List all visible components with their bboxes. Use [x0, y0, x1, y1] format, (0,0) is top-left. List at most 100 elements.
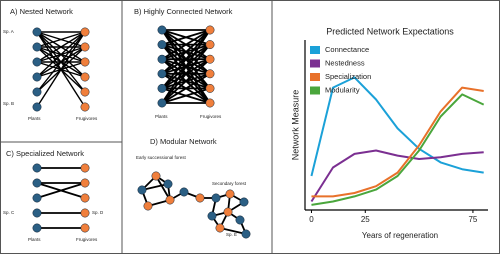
frugivore-node	[80, 102, 90, 112]
frugivore-node	[80, 57, 90, 67]
networks	[32, 25, 251, 239]
panel-title: A) Nested Network	[10, 7, 73, 16]
frugivore-node	[80, 208, 90, 218]
legend-label: Specialization	[325, 72, 371, 81]
frugivore-node	[205, 54, 215, 64]
node	[223, 207, 233, 217]
frugivore-node	[80, 193, 90, 203]
plant-node	[32, 57, 42, 67]
frugivore-node	[80, 72, 90, 82]
series-line	[311, 93, 485, 206]
frugivore-node	[80, 178, 90, 188]
plant-node	[32, 223, 42, 233]
panel-title: C) Specialized Network	[6, 149, 84, 158]
edge	[36, 31, 86, 48]
frugivore-node	[80, 223, 90, 233]
legend-label: Connectance	[325, 45, 369, 54]
edge	[161, 29, 211, 60]
plant-node	[32, 102, 42, 112]
edge	[36, 31, 86, 78]
label: Sp. D	[92, 210, 104, 215]
plant-node	[157, 83, 167, 93]
label: Frugivores	[200, 114, 222, 119]
edge	[155, 175, 171, 201]
edge	[161, 87, 211, 104]
label: Plants	[28, 237, 41, 242]
x-tick-label: 0	[309, 215, 314, 224]
chart-title: Predicted Network Expectations	[326, 26, 454, 36]
edge	[36, 31, 86, 93]
series-line	[310, 76, 484, 177]
node	[163, 179, 173, 189]
node	[207, 211, 217, 221]
edge	[161, 44, 211, 104]
node	[179, 187, 189, 197]
label: Frugivores	[76, 116, 98, 121]
node	[137, 185, 147, 195]
edge	[161, 29, 211, 89]
edge	[36, 31, 86, 63]
frugivore-node	[205, 25, 215, 35]
frugivore-node	[80, 163, 90, 173]
plant-node	[32, 163, 42, 173]
node	[215, 223, 225, 233]
node	[235, 215, 245, 225]
legend-label: Modularity	[325, 85, 360, 94]
label: Sp. E	[226, 232, 237, 237]
label: Sp. B	[3, 101, 14, 106]
plant-node	[157, 40, 167, 50]
node	[225, 189, 235, 199]
label: Secondary forest	[212, 181, 247, 186]
x-tick-label: 75	[468, 215, 477, 224]
plant-node	[32, 208, 42, 218]
node	[151, 171, 161, 181]
label: Sp. A	[3, 29, 14, 34]
frugivore-node	[205, 83, 215, 93]
frugivore-node	[205, 98, 215, 108]
series-line	[311, 86, 484, 198]
plant-node	[157, 54, 167, 64]
node	[239, 197, 249, 207]
node	[143, 201, 153, 211]
legend-swatch	[310, 59, 320, 68]
x-tick-label: 25	[361, 215, 370, 224]
label: Plants	[155, 114, 168, 119]
plant-node	[32, 72, 42, 82]
label: Plants	[28, 116, 41, 121]
plant-node	[32, 42, 42, 52]
edge	[161, 73, 211, 104]
series-line	[310, 149, 484, 203]
edge	[161, 29, 211, 46]
legend-swatch	[310, 86, 320, 95]
frugivore-node	[80, 42, 90, 52]
x-axis-label: Years of regeneration	[362, 231, 438, 240]
plant-node	[32, 178, 42, 188]
plant-node	[32, 87, 42, 97]
edge	[161, 29, 211, 104]
edge	[161, 58, 211, 104]
node	[165, 195, 175, 205]
plant-node	[157, 25, 167, 35]
label: Frugivores	[76, 237, 98, 242]
legend-swatch	[310, 73, 320, 81]
plant-node	[32, 193, 42, 203]
node	[241, 229, 251, 239]
frugivore-node	[205, 69, 215, 79]
edge	[36, 182, 86, 199]
plant-node	[32, 27, 42, 37]
panel-title: D) Modular Network	[150, 137, 217, 146]
label: Early successional forest	[136, 155, 187, 160]
frugivore-node	[80, 27, 90, 37]
legend-label: Nestedness	[325, 58, 365, 67]
plant-node	[157, 69, 167, 79]
frugivore-node	[205, 40, 215, 50]
node	[195, 193, 205, 203]
frugivore-node	[80, 87, 90, 97]
edge	[161, 29, 211, 75]
legend-swatch	[310, 46, 320, 54]
label: Sp. C	[3, 210, 15, 215]
edge	[36, 31, 86, 108]
plant-node	[157, 98, 167, 108]
y-axis-label: Network Measure	[290, 90, 300, 161]
